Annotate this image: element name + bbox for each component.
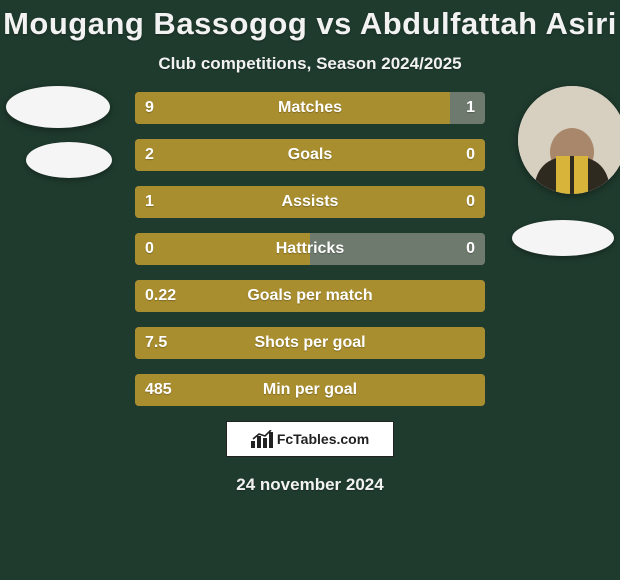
bar-label: Min per goal	[135, 374, 485, 406]
bar-label: Goals	[135, 139, 485, 171]
chart-icon	[251, 430, 273, 448]
bar-right-value: 0	[456, 186, 485, 218]
bar-row: Matches9 1	[135, 92, 485, 124]
logo-text: FcTables.com	[277, 431, 369, 447]
bar-left-value: 0	[135, 233, 164, 265]
left-player-avatar	[6, 86, 110, 128]
page-subtitle: Club competitions, Season 2024/2025	[0, 54, 620, 74]
right-player-avatar	[518, 86, 620, 194]
bar-left-value: 7.5	[135, 327, 177, 359]
bar-row: Goals per match0.22	[135, 280, 485, 312]
bar-left-value: 0.22	[135, 280, 186, 312]
bar-row: Assists1 0	[135, 186, 485, 218]
bar-right-value: 0	[456, 139, 485, 171]
bar-right-value: 1	[456, 92, 485, 124]
bar-label: Shots per goal	[135, 327, 485, 359]
bar-label: Assists	[135, 186, 485, 218]
page-title: Mougang Bassogog vs Abdulfattah Asiri	[0, 0, 620, 42]
bar-label: Goals per match	[135, 280, 485, 312]
left-player-name-pill	[26, 142, 112, 178]
bar-row: Min per goal485	[135, 374, 485, 406]
bar-left-value: 485	[135, 374, 182, 406]
bar-row: Shots per goal7.5	[135, 327, 485, 359]
footer-date: 24 november 2024	[0, 475, 620, 495]
bar-row: Hattricks0 0	[135, 233, 485, 265]
bar-right-value: 0	[456, 233, 485, 265]
bar-label: Matches	[135, 92, 485, 124]
bar-left-value: 1	[135, 186, 164, 218]
right-player-name-pill	[512, 220, 614, 256]
bar-row: Goals2 0	[135, 139, 485, 171]
comparison-bars: Matches91Goals20Assists10Hattricks00Goal…	[135, 92, 485, 406]
bar-label: Hattricks	[135, 233, 485, 265]
bar-left-value: 2	[135, 139, 164, 171]
fctables-logo: FcTables.com	[226, 421, 394, 457]
right-player-avatar-svg	[518, 86, 620, 194]
bar-left-value: 9	[135, 92, 164, 124]
